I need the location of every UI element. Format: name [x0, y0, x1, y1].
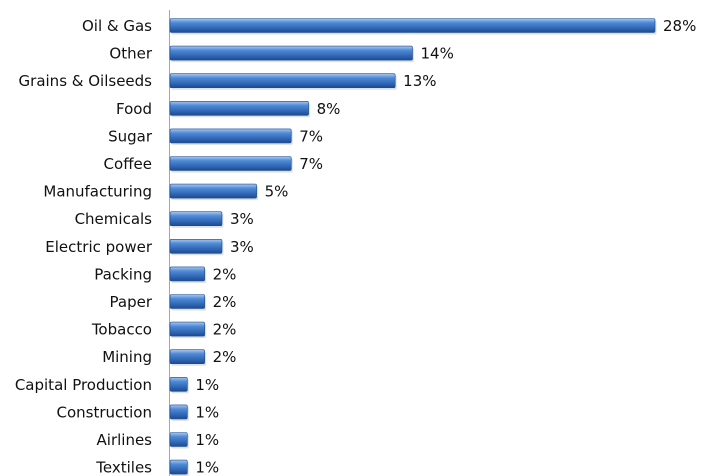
- category-label: Mining: [102, 348, 152, 366]
- category-label: Sugar: [108, 127, 153, 145]
- bar: [169, 266, 205, 282]
- category-label: Packing: [94, 265, 152, 283]
- bar: [169, 73, 396, 88]
- bar: [169, 239, 223, 254]
- category-label: Paper: [110, 293, 153, 311]
- value-label: 3%: [230, 238, 254, 256]
- value-label: 28%: [663, 17, 696, 35]
- bar: [169, 294, 205, 309]
- value-labels-group: 28% 14% 13% 8% 7% 7% 5% 3% 3% 2% 2% 2% 2% 1% 1% 1% 1%: [195, 17, 696, 476]
- value-label: 1%: [195, 376, 219, 394]
- value-label: 2%: [213, 321, 237, 339]
- bar: [169, 183, 257, 199]
- category-label: Other: [109, 45, 152, 63]
- value-label: 5%: [265, 183, 289, 201]
- value-label: 2%: [213, 265, 237, 283]
- value-label: 1%: [195, 431, 219, 449]
- value-label: 8%: [317, 100, 341, 118]
- value-label: 2%: [213, 293, 237, 311]
- value-label: 3%: [230, 210, 254, 228]
- category-label: Construction: [56, 403, 152, 421]
- value-label: 1%: [195, 403, 219, 421]
- bar: [169, 459, 188, 475]
- category-label: Electric power: [45, 238, 153, 256]
- bar: [169, 18, 656, 33]
- bar: [169, 321, 205, 337]
- category-label: Manufacturing: [43, 183, 152, 201]
- bar: [169, 156, 292, 171]
- category-label: Airlines: [97, 431, 153, 449]
- category-label: Food: [116, 100, 152, 118]
- bar: [169, 376, 188, 392]
- category-label: Textiles: [95, 459, 152, 476]
- category-label: Chemicals: [75, 210, 153, 228]
- category-label: Tobacco: [91, 321, 152, 339]
- bar: [169, 404, 188, 420]
- value-label: 1%: [195, 459, 219, 476]
- bar: [169, 211, 223, 226]
- value-label: 2%: [213, 348, 237, 366]
- category-label: Capital Production: [15, 376, 152, 394]
- value-label: 13%: [403, 72, 436, 90]
- bar: [169, 101, 309, 116]
- bar: [169, 432, 188, 447]
- bar: [169, 128, 292, 144]
- category-label: Oil & Gas: [82, 17, 152, 35]
- category-label: Coffee: [104, 155, 152, 173]
- value-label: 14%: [421, 45, 454, 63]
- bars-group: [169, 18, 657, 476]
- category-label: Grains & Oilseeds: [19, 72, 153, 90]
- category-labels-group: Oil & Gas Other Grains & Oilseeds Food Sugar…: [15, 17, 153, 476]
- bar: [169, 45, 413, 61]
- bar: [169, 349, 205, 365]
- value-label: 7%: [299, 155, 323, 173]
- value-label: 7%: [299, 127, 323, 145]
